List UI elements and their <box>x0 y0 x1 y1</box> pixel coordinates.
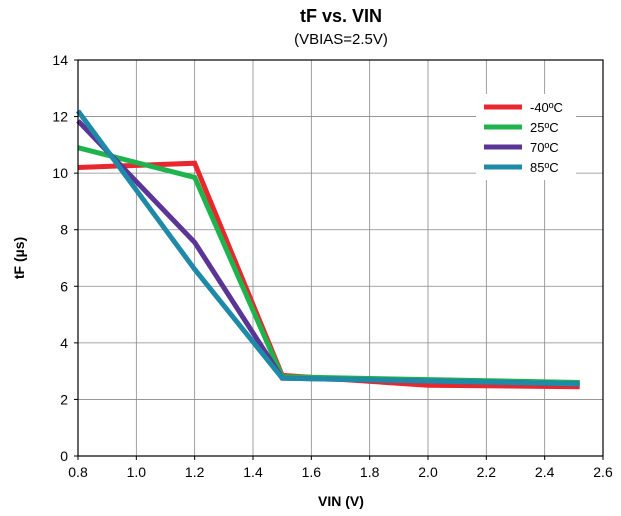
y-tick-label: 0 <box>60 448 68 464</box>
y-tick-label: 14 <box>52 52 68 68</box>
legend-label-2: 70ºC <box>530 140 559 155</box>
x-tick-label: 1.0 <box>127 464 147 480</box>
x-tick-label: 1.4 <box>243 464 263 480</box>
x-axis-label: VIN (V) <box>318 493 364 509</box>
series-line-3 <box>75 109 580 387</box>
chart-title: tF vs. VIN <box>300 6 382 26</box>
chart-subtitle: (VBIAS=2.5V) <box>294 31 388 48</box>
y-tick-label: 6 <box>60 278 68 294</box>
y-tick-label: 8 <box>60 222 68 238</box>
series-lines <box>75 109 580 390</box>
plot-frame <box>77 59 604 457</box>
y-tick-label: 2 <box>60 391 68 407</box>
y-axis-label: tF (µs) <box>11 237 27 279</box>
ticks: 0.8 1.0 1.2 1.4 1.6 1.8 2.0 2.2 2.4 2.6 0 2 4 6 8 10 12 1… <box>52 52 613 480</box>
x-tick-label: 2.2 <box>477 464 497 480</box>
legend-label-1: 25ºC <box>530 120 559 135</box>
x-tick-label: 1.8 <box>360 464 380 480</box>
legend-label-0: -40ºC <box>530 100 563 115</box>
x-tick-label: 1.6 <box>302 464 322 480</box>
legend: -40ºC 25ºC 70ºC 85ºC <box>476 94 576 180</box>
y-tick-label: 4 <box>60 335 68 351</box>
y-tick-label: 10 <box>52 165 68 181</box>
y-tick-label: 12 <box>52 109 68 125</box>
series-line-1 <box>77 145 580 385</box>
x-tick-label: 2.4 <box>535 464 555 480</box>
x-tick-label: 2.6 <box>593 464 613 480</box>
x-tick-label: 1.2 <box>185 464 205 480</box>
legend-label-3: 85ºC <box>530 160 559 175</box>
x-tick-label: 0.8 <box>68 464 88 480</box>
x-tick-label: 2.0 <box>418 464 438 480</box>
